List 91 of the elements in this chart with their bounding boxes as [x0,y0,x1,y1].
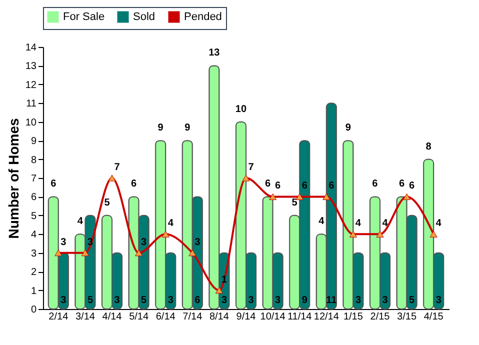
data-label: 3 [141,236,148,248]
y-tick-label: 14 [25,42,37,54]
legend-label: For Sale [63,11,105,23]
y-tick-label: 10 [25,117,37,128]
y-tick-label: 5 [30,210,37,222]
data-label: 5 [104,197,110,208]
point [242,174,250,182]
data-label: 6 [264,178,271,190]
y-tick-label: 8 [30,154,37,166]
x-tick-label: 7/14 [182,312,203,322]
data-label: 4 [318,216,325,228]
data-label: 4 [355,218,362,230]
y-tick-label: 3 [30,248,37,260]
data-label: 9 [302,295,308,306]
point [188,250,196,256]
data-label: 6 [302,180,308,192]
point [269,193,277,200]
point [54,250,62,256]
x-tick-label: 10/14 [260,312,286,322]
data-label: 13 [208,48,220,59]
y-tick-label: 9 [30,136,37,148]
x-tick-label: 2/14 [48,312,69,322]
data-label: 3 [355,295,362,306]
point [430,230,438,238]
data-label: 6 [131,178,137,190]
data-label: 3 [194,236,201,248]
y-tick-label: 2 [30,267,37,278]
data-label: 3 [248,295,254,306]
y-tick-label: 7 [30,174,37,184]
y-axis-title: Number of Homes [5,118,22,239]
y-tick-label: 12 [25,80,37,91]
legend-label: Sold [133,11,156,23]
data-label: 6 [50,178,57,190]
y-tick-label: 4 [30,230,37,241]
data-label: 10 [235,104,247,115]
data-label: 5 [292,197,298,208]
x-tick-label: 6/14 [156,312,176,322]
point [81,250,89,256]
data-label: 3 [382,295,388,306]
data-label: 6 [398,178,405,190]
data-label: 3 [60,236,67,248]
x-tick-label: 4/14 [102,312,122,322]
data-label: 6 [409,180,416,192]
y-tick-label: 6 [30,192,37,204]
data-label: 9 [345,122,352,134]
x-tick-label: 8/14 [209,312,230,322]
data-label: 4 [382,218,388,230]
data-label: 5 [87,295,94,306]
x-tick-label: 12/14 [314,312,340,322]
y-tick-label: 1 [30,286,37,297]
data-label: 6 [372,178,378,190]
data-label: 6 [328,180,335,192]
point [376,230,384,238]
data-label: 5 [141,295,148,306]
y-tick-label: 13 [25,61,37,72]
x-tick-label: 11/14 [287,312,312,322]
data-label: 3 [168,295,174,306]
point [349,230,357,238]
x-tick-label: 1/15 [343,312,364,322]
data-label: 6 [194,295,201,306]
point [403,193,411,200]
data-label: 3 [436,295,442,306]
data-label: 3 [114,295,120,306]
data-label: 7 [114,162,120,173]
legend-label: Pended [184,11,222,23]
data-label: 9 [184,122,191,134]
data-label: 6 [275,180,282,192]
y-tick-label: 11 [26,98,37,110]
x-tick-label: 9/14 [236,312,256,322]
data-label: 9 [158,122,164,134]
data-label: 3 [60,295,67,306]
data-label: 3 [275,295,282,306]
y-tick-label: 0 [30,304,37,316]
point [108,174,116,182]
point [296,193,304,200]
data-label: 4 [436,218,442,230]
data-label: 3 [221,295,228,306]
data-label: 7 [248,162,254,173]
x-tick-label: 3/14 [75,312,96,322]
point [162,230,170,238]
point [135,250,143,256]
data-label: 8 [426,141,432,152]
data-label: 4 [77,216,84,228]
x-tick-label: 5/14 [129,312,149,322]
data-label: 4 [168,218,174,230]
x-tick-label: 2/15 [370,312,390,322]
point [322,193,330,200]
x-tick-label: 4/15 [424,312,444,322]
data-label: 5 [409,295,416,306]
x-tick-label: 3/15 [397,312,417,322]
point [215,286,223,294]
